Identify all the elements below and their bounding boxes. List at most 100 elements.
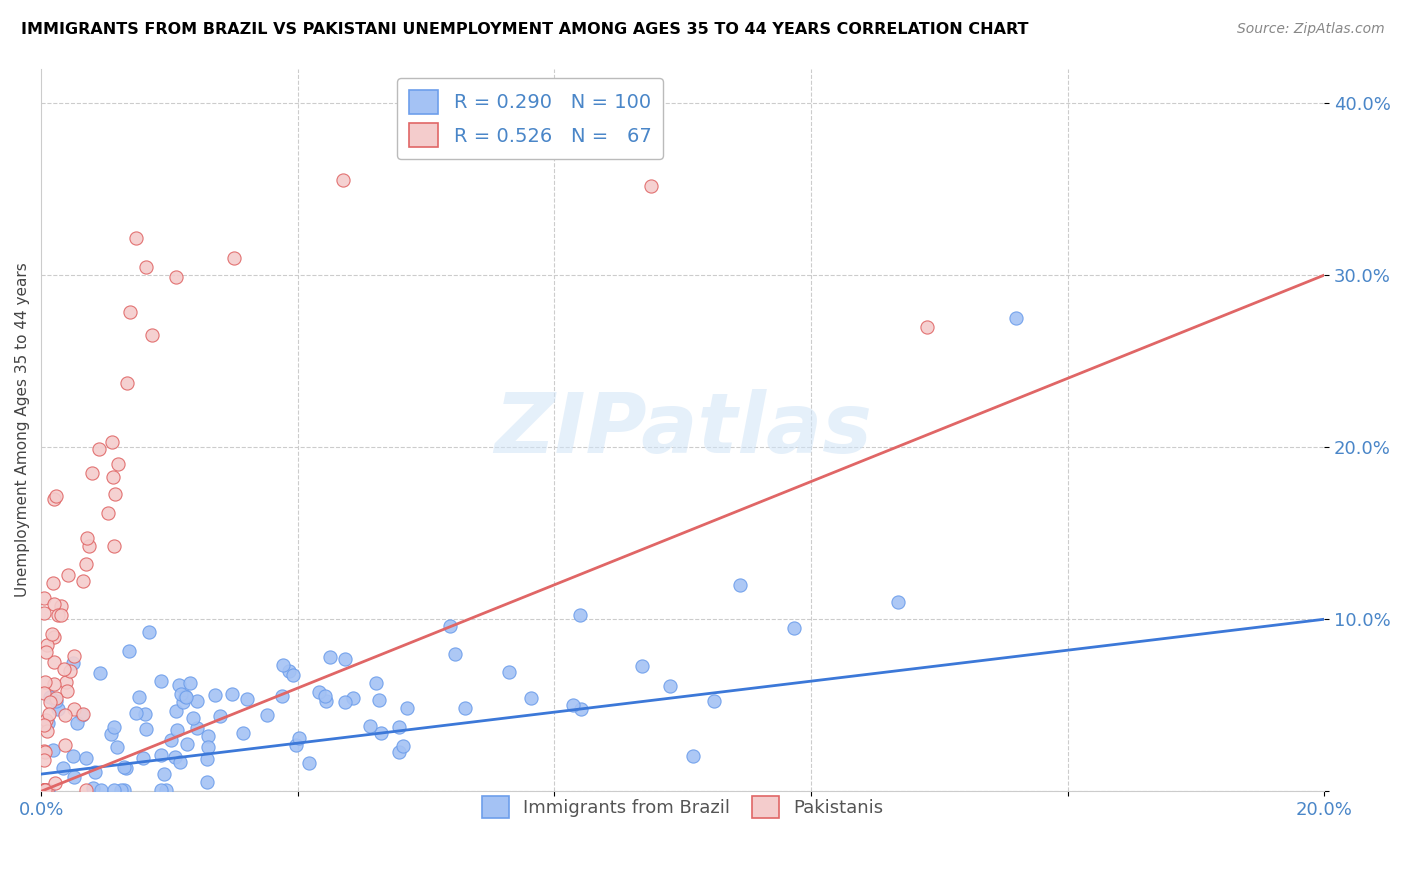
Point xyxy=(45,489,67,503)
Point xyxy=(76,531,98,545)
Point xyxy=(62,656,84,670)
Point xyxy=(110,782,132,797)
Point xyxy=(335,652,357,666)
Point xyxy=(153,767,176,781)
Point xyxy=(197,739,219,754)
Point xyxy=(35,782,58,797)
Point xyxy=(298,756,321,770)
Point xyxy=(319,649,342,664)
Point xyxy=(34,782,56,797)
Point xyxy=(72,574,94,588)
Point xyxy=(221,687,243,701)
Point xyxy=(135,722,157,736)
Point xyxy=(569,702,592,716)
Point xyxy=(34,606,56,620)
Point xyxy=(75,782,97,797)
Point xyxy=(120,305,142,319)
Point xyxy=(39,690,62,705)
Point xyxy=(42,491,65,506)
Point xyxy=(56,567,79,582)
Point xyxy=(169,755,191,769)
Point xyxy=(138,625,160,640)
Point xyxy=(35,724,58,739)
Point xyxy=(165,704,187,718)
Point xyxy=(42,575,65,590)
Point xyxy=(46,607,69,622)
Point xyxy=(89,665,111,680)
Point xyxy=(63,770,86,784)
Point xyxy=(49,599,72,613)
Text: Source: ZipAtlas.com: Source: ZipAtlas.com xyxy=(1237,22,1385,37)
Point xyxy=(44,677,66,691)
Point xyxy=(174,690,197,705)
Point xyxy=(115,376,138,391)
Point xyxy=(167,678,190,692)
Point xyxy=(107,458,129,472)
Point xyxy=(256,707,278,722)
Point xyxy=(170,687,193,701)
Point xyxy=(236,692,259,706)
Point xyxy=(195,774,218,789)
Point xyxy=(197,730,219,744)
Point xyxy=(342,690,364,705)
Point xyxy=(285,738,308,752)
Point xyxy=(631,659,654,673)
Point xyxy=(103,720,125,734)
Point xyxy=(176,738,198,752)
Point xyxy=(34,782,56,797)
Point xyxy=(34,686,56,700)
Point xyxy=(173,689,195,703)
Point xyxy=(42,655,65,669)
Point xyxy=(368,692,391,706)
Point xyxy=(222,251,245,265)
Point xyxy=(568,608,591,623)
Point xyxy=(172,695,194,709)
Point xyxy=(1005,311,1028,326)
Point xyxy=(333,695,356,709)
Point xyxy=(100,726,122,740)
Point xyxy=(104,487,127,501)
Point xyxy=(125,230,148,244)
Point xyxy=(53,707,76,722)
Point xyxy=(97,506,120,520)
Y-axis label: Unemployment Among Ages 35 to 44 years: Unemployment Among Ages 35 to 44 years xyxy=(15,262,30,598)
Legend: Immigrants from Brazil, Pakistanis: Immigrants from Brazil, Pakistanis xyxy=(475,789,891,826)
Point xyxy=(134,707,156,722)
Point xyxy=(72,707,94,722)
Point xyxy=(55,675,77,690)
Point xyxy=(101,470,124,484)
Point xyxy=(271,657,294,672)
Point xyxy=(112,760,135,774)
Point xyxy=(34,782,56,797)
Point xyxy=(52,761,75,775)
Point xyxy=(87,442,110,457)
Point xyxy=(84,764,107,779)
Point xyxy=(70,708,93,723)
Point xyxy=(34,782,56,797)
Point xyxy=(34,782,56,797)
Point xyxy=(562,698,585,713)
Point xyxy=(388,720,411,734)
Point xyxy=(45,694,67,708)
Point xyxy=(443,647,465,661)
Point xyxy=(118,644,141,658)
Point xyxy=(82,780,104,795)
Point xyxy=(75,557,97,571)
Point xyxy=(103,782,125,797)
Point xyxy=(134,260,156,274)
Point xyxy=(179,676,201,690)
Point xyxy=(165,269,187,284)
Point xyxy=(682,748,704,763)
Point xyxy=(82,466,104,480)
Point xyxy=(270,689,292,703)
Point xyxy=(195,752,218,766)
Point xyxy=(332,173,354,187)
Point xyxy=(232,726,254,740)
Point xyxy=(35,638,58,652)
Point xyxy=(34,744,56,758)
Point xyxy=(107,740,129,755)
Point xyxy=(204,688,226,702)
Point xyxy=(100,435,122,450)
Point xyxy=(34,782,56,797)
Point xyxy=(283,668,305,682)
